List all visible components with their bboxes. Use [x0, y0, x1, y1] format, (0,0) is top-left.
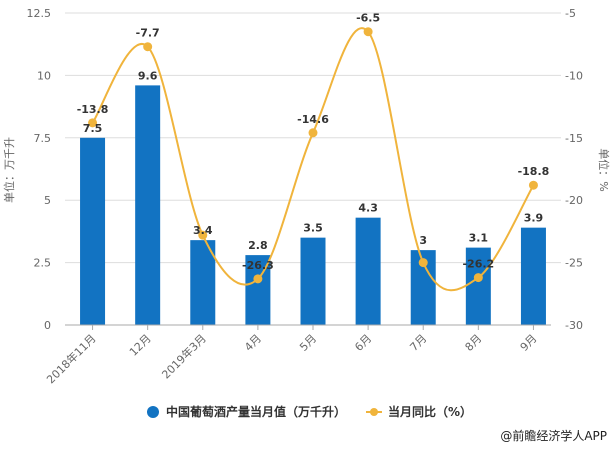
line-point [473, 273, 483, 283]
right-axis-title: 单位：% [597, 148, 611, 191]
x-tick-label: 2019年3月 [159, 331, 209, 381]
source-credit: @前瞻经济学人APP [500, 428, 607, 443]
right-tick-label: -25 [565, 257, 583, 270]
left-tick-label: 12.5 [27, 7, 52, 20]
legend-line-label: 当月同比（%） [388, 404, 472, 419]
x-tick-label: 2018年11月 [44, 331, 99, 386]
bar-data-label: 3 [419, 234, 427, 247]
bar-data-label: 9.6 [138, 69, 158, 82]
legend-line-dot [370, 408, 378, 416]
line-point [528, 180, 538, 190]
right-tick-label: -5 [565, 7, 576, 20]
line-point [418, 258, 428, 268]
bar-data-label: 3.9 [524, 212, 544, 225]
right-tick-label: -15 [565, 132, 583, 145]
left-axis-title: 单位：万千升 [2, 137, 16, 203]
bar-data-label: 7.5 [83, 122, 103, 135]
bar [355, 217, 381, 325]
x-tick-label: 4月 [242, 332, 264, 354]
right-tick-label: -10 [565, 69, 583, 82]
legend-bar-marker [147, 406, 159, 418]
line-point [253, 274, 263, 284]
bar-data-label: 3.4 [193, 224, 213, 237]
line-data-label: -26.2 [462, 258, 494, 271]
x-tick-label: 9月 [518, 332, 540, 354]
bar-data-label: 2.8 [248, 239, 268, 252]
x-tick-label: 12月 [127, 332, 154, 359]
bar [520, 227, 546, 325]
bar [135, 85, 161, 325]
x-tick-label: 8月 [463, 332, 485, 354]
line-data-label: -7.7 [136, 27, 160, 40]
left-tick-label: 10 [37, 69, 51, 82]
line-data-label: -18.8 [518, 165, 550, 178]
line-data-label: -13.8 [77, 103, 109, 116]
line-data-label: -26.3 [242, 259, 274, 272]
left-tick-label: 0 [44, 319, 51, 332]
legend-bar-label: 中国葡萄酒产量当月值（万千升） [166, 404, 346, 419]
line-data-label: -14.6 [297, 113, 329, 126]
bar [190, 240, 216, 325]
x-tick-label: 6月 [352, 332, 374, 354]
right-tick-label: -20 [565, 194, 583, 207]
line-point [143, 42, 153, 52]
line-point [363, 27, 373, 37]
line-data-label: -6.5 [356, 12, 380, 25]
bar-data-label: 3.5 [303, 222, 323, 235]
x-tick-label: 7月 [407, 332, 429, 354]
right-tick-label: -30 [565, 319, 583, 332]
bar [80, 137, 106, 325]
line-point [198, 230, 208, 240]
bar [300, 237, 326, 325]
left-tick-label: 5 [44, 194, 51, 207]
line-point [308, 128, 318, 138]
bar-data-label: 4.3 [358, 202, 378, 215]
left-tick-label: 2.5 [34, 257, 52, 270]
bar-data-label: 3.1 [469, 232, 489, 245]
x-tick-label: 5月 [297, 332, 319, 354]
left-tick-label: 7.5 [34, 132, 52, 145]
line-point [88, 118, 98, 128]
bar [465, 247, 491, 325]
